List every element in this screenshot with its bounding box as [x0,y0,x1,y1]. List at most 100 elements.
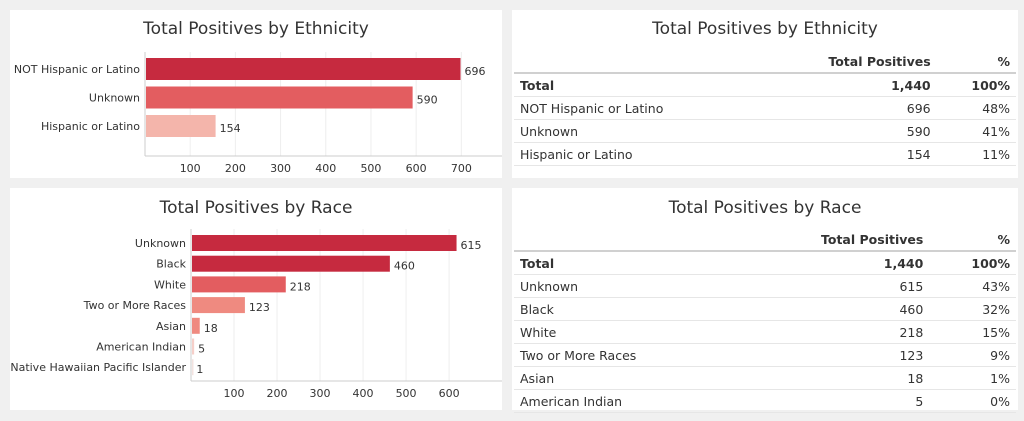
table-cell: 41% [936,119,1016,143]
table-row: Two or More Races 123 9% [514,343,1016,367]
bar [146,86,413,109]
category-label: NOT Hispanic or Latino [14,63,140,76]
table-cell: 11% [936,142,1016,166]
ethnicity-chart-title: Total Positives by Ethnicity [143,19,369,39]
table-cell: White [514,320,734,344]
data-label: 5 [198,343,205,356]
table-row: White 218 15% [514,320,1016,344]
x-tick-label: 300 [310,387,331,400]
total-row: Total 1,440 100% [514,251,1016,275]
header-row: Total Positives% [514,228,1016,252]
table-cell: 100% [929,251,1016,275]
race-table-title: Total Positives by Race [668,198,862,218]
table-cell: Unknown [514,274,734,298]
table-cell: 123 [733,343,930,367]
category-label: Two or More Races [83,299,187,312]
table-cell: NOT Hispanic or Latino [514,96,758,120]
table-cell: 460 [733,297,930,321]
table-cell: 696 [757,96,937,120]
table-row: Asian 18 1% [514,366,1016,390]
race-chart-panel: Total Positives by Race 100 200 300 400 500 6… [10,188,502,410]
data-label: 696 [465,65,486,78]
x-tick-label: 200 [267,387,288,400]
column-header: % [936,50,1016,74]
race-table: Total Positives% Total 1,440 100% Unknown 615… [514,228,1016,413]
table-cell: 100% [936,73,1016,97]
table-cell: 0% [929,389,1016,413]
data-label: 1 [196,363,203,376]
x-tick-label: 500 [360,162,381,175]
table-cell: 154 [757,142,937,166]
table-cell: 615 [733,274,930,298]
x-tick-label: 400 [315,162,336,175]
ethnicity-bar-chart: 100 200 300 400 500 600 700 NOT Hispanic or Lat… [14,52,502,175]
bar [192,338,195,355]
table-cell: 218 [733,320,930,344]
bar [192,317,200,334]
table-cell: Black [514,297,734,321]
table-cell: 1% [929,366,1016,390]
data-label: 615 [461,239,482,252]
ethnicity-table-title: Total Positives by Ethnicity [652,19,878,39]
race-table-panel: Total Positives by Race Total Positives%… [512,188,1018,413]
table-cell: 43% [929,274,1016,298]
category-label: Unknown [135,237,186,250]
table-row: Unknown 590 41% [514,119,1016,143]
table-cell: Hispanic or Latino [514,142,758,166]
ethnicity-table: Total Positives% Total 1,440 100% NOT Hispan… [514,50,1016,166]
column-header: Total Positives [757,50,937,74]
category-label: Unknown [89,92,140,105]
x-tick-label: 100 [180,162,201,175]
table-cell: 1,440 [733,251,930,275]
table-cell: 5 [733,389,930,413]
table-cell: 1,440 [757,73,937,97]
bar [192,255,390,272]
data-label: 154 [220,122,241,135]
race-bar-chart: 100 200 300 400 500 600 Unknown 615 Black 460 Whit… [10,229,502,400]
category-label: Native Hawaiian Pacific Islander [10,361,186,374]
ethnicity-chart-panel: Total Positives by Ethnicity 100 200 300 40… [10,10,502,178]
data-label: 218 [290,280,311,293]
table-row: Black 460 32% [514,297,1016,321]
data-label: 123 [249,301,270,314]
x-tick-label: 200 [225,162,246,175]
data-label: 18 [204,322,218,335]
x-tick-label: 600 [406,162,427,175]
bar [192,276,286,293]
race-chart-title: Total Positives by Race [159,198,353,218]
table-cell: Total [514,251,734,275]
column-header: Total Positives [733,228,930,252]
table-cell: Total [514,73,758,97]
table-cell: 32% [929,297,1016,321]
category-label: American Indian [96,341,186,354]
bar [146,58,461,80]
x-tick-label: 700 [451,162,472,175]
table-row: American Indian 5 0% [514,389,1016,413]
table-cell: 590 [757,119,937,143]
header-row: Total Positives% [514,50,1016,74]
x-tick-label: 600 [439,387,460,400]
total-row: Total 1,440 100% [514,73,1016,97]
category-label: Asian [156,320,186,333]
table-cell: Two or More Races [514,343,734,367]
data-label: 590 [417,94,438,107]
table-cell: 18 [733,366,930,390]
bar [192,235,457,251]
data-label: 460 [394,260,415,273]
bar [192,297,245,314]
category-label: White [154,278,186,291]
table-cell: 48% [936,96,1016,120]
table-row: NOT Hispanic or Latino 696 48% [514,96,1016,120]
table-cell: American Indian [514,389,734,413]
column-header [514,50,758,74]
table-cell: Asian [514,366,734,390]
x-tick-label: 500 [396,387,417,400]
column-header: % [929,228,1016,252]
bar [192,359,194,376]
ethnicity-table-panel: Total Positives by Ethnicity Total Posit… [512,10,1018,178]
table-cell: 9% [929,343,1016,367]
x-tick-label: 300 [270,162,291,175]
table-cell: 15% [929,320,1016,344]
bar [146,115,216,137]
category-label: Hispanic or Latino [41,120,140,133]
